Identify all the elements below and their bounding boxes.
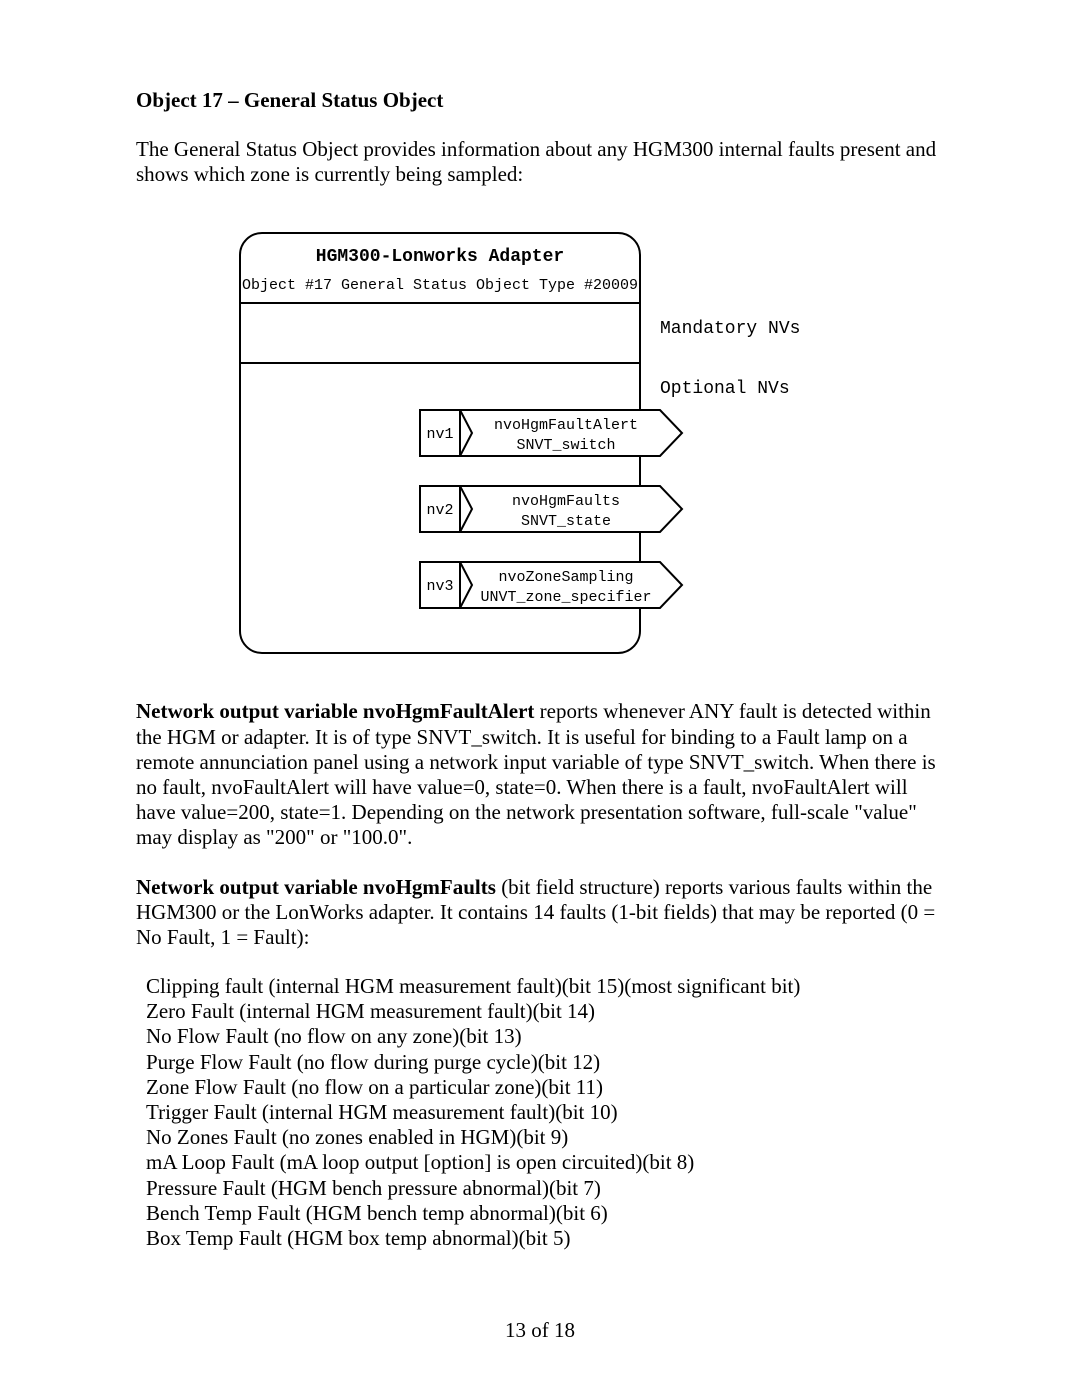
para1-lead: Network output variable nvoHgmFaultAlert — [136, 699, 534, 723]
fault-item: Pressure Fault (HGM bench pressure abnor… — [146, 1176, 944, 1201]
svg-text:Optional NVs: Optional NVs — [660, 379, 790, 399]
object-diagram: HGM300-Lonworks Adapter Object #17 Genera… — [136, 223, 944, 663]
para2-lead: Network output variable nvoHgmFaults — [136, 875, 496, 899]
section-title: Object 17 – General Status Object — [136, 88, 944, 113]
svg-text:nvoZoneSampling: nvoZoneSampling — [498, 569, 633, 586]
svg-text:nvoHgmFaultAlert: nvoHgmFaultAlert — [494, 417, 638, 434]
fault-bit-list: Clipping fault (internal HGM measurement… — [136, 974, 944, 1251]
fault-item: Purge Flow Fault (no flow during purge c… — [146, 1050, 944, 1075]
fault-item: mA Loop Fault (mA loop output [option] i… — [146, 1150, 944, 1175]
svg-text:UNVT_zone_specifier: UNVT_zone_specifier — [480, 589, 651, 606]
para-nvoHgmFaults: Network output variable nvoHgmFaults (bi… — [136, 875, 944, 951]
intro-paragraph: The General Status Object provides infor… — [136, 137, 944, 187]
fault-item: No Zones Fault (no zones enabled in HGM)… — [146, 1125, 944, 1150]
svg-text:SNVT_state: SNVT_state — [521, 513, 611, 530]
svg-text:nv2: nv2 — [426, 502, 453, 519]
svg-text:Mandatory NVs: Mandatory NVs — [660, 319, 800, 339]
fault-item: Bench Temp Fault (HGM bench temp abnorma… — [146, 1201, 944, 1226]
fault-item: Zone Flow Fault (no flow on a particular… — [146, 1075, 944, 1100]
fault-item: Clipping fault (internal HGM measurement… — [146, 974, 944, 999]
svg-text:nv3: nv3 — [426, 578, 453, 595]
page-footer: 13 of 18 — [0, 1318, 1080, 1343]
svg-text:Object #17 General Status Obj: Object #17 General Status Object Type #2… — [242, 277, 638, 294]
para-nvoHgmFaultAlert: Network output variable nvoHgmFaultAlert… — [136, 699, 944, 850]
fault-item: Trigger Fault (internal HGM measurement … — [146, 1100, 944, 1125]
svg-text:nv1: nv1 — [426, 426, 453, 443]
page-content: Object 17 – General Status Object The Ge… — [0, 0, 1080, 1251]
fault-item: Zero Fault (internal HGM measurement fau… — [146, 999, 944, 1024]
fault-item: No Flow Fault (no flow on any zone)(bit … — [146, 1024, 944, 1049]
svg-text:nvoHgmFaults: nvoHgmFaults — [512, 493, 620, 510]
svg-text:SNVT_switch: SNVT_switch — [516, 437, 615, 454]
fault-item: Box Temp Fault (HGM box temp abnormal)(b… — [146, 1226, 944, 1251]
svg-text:HGM300-Lonworks Adapter: HGM300-Lonworks Adapter — [316, 247, 564, 267]
